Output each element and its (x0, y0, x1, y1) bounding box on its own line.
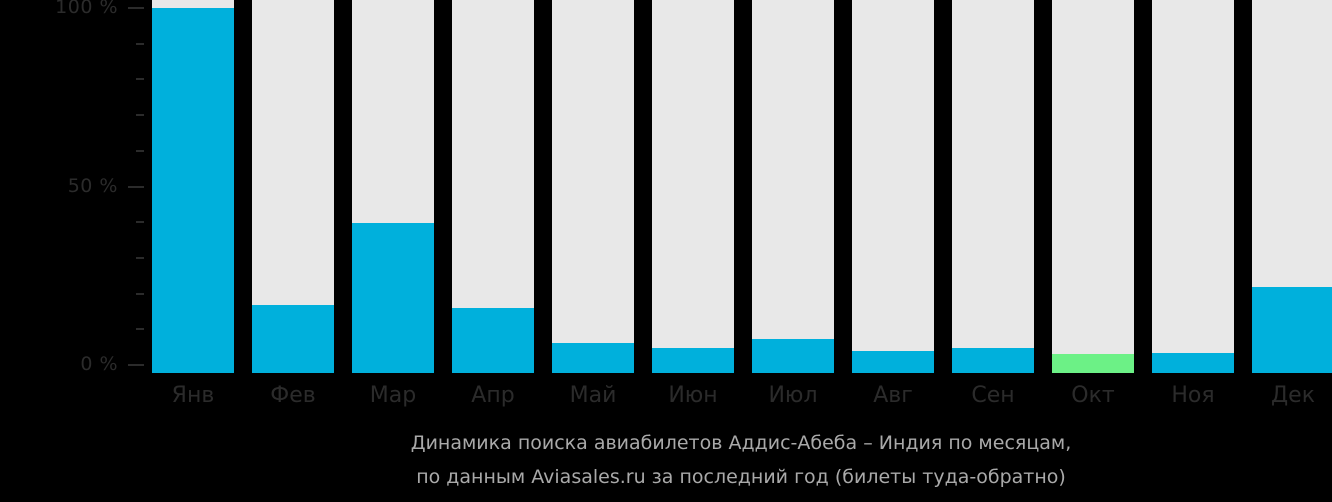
bar-track (1252, 0, 1332, 373)
x-tick-label: Июн (668, 383, 718, 408)
x-tick-label: Сен (971, 383, 1015, 408)
minor-tick (136, 292, 144, 295)
x-tick-label: Май (569, 383, 617, 408)
bar-track (152, 0, 234, 373)
bar-track (1052, 0, 1134, 373)
major-tick (128, 7, 144, 9)
x-tick-label: Янв (171, 383, 215, 408)
bar-track (552, 0, 634, 373)
bar (552, 342, 634, 373)
minor-tick (136, 328, 144, 331)
y-tick-label: 0 % (80, 353, 118, 375)
major-tick (128, 364, 144, 366)
x-tick-label: Авг (873, 383, 913, 408)
bar (252, 305, 334, 373)
minor-tick (136, 221, 144, 224)
x-tick-label: Июл (768, 383, 818, 408)
bar-track (752, 0, 834, 373)
bar (352, 222, 434, 373)
major-tick (128, 185, 144, 188)
bar-track (652, 0, 734, 373)
minor-tick (136, 256, 144, 259)
x-tick-label: Апр (471, 383, 515, 408)
bar (952, 347, 1034, 373)
bar (452, 307, 534, 373)
x-tick-label: Ноя (1171, 383, 1215, 408)
bar-track (452, 0, 534, 373)
bar-track (1152, 0, 1234, 373)
minor-tick (136, 42, 144, 45)
bar (152, 8, 234, 373)
bar-track (952, 0, 1034, 373)
bar-track (352, 0, 434, 373)
bar (652, 347, 734, 373)
y-tick-label: 100 % (55, 0, 118, 18)
bar-track (852, 0, 934, 373)
x-tick-label: Окт (1071, 383, 1115, 408)
x-tick-label: Мар (369, 383, 417, 408)
minor-tick (136, 114, 144, 117)
minor-tick (136, 149, 144, 152)
bar (1252, 287, 1332, 373)
bar (752, 338, 834, 373)
x-tick-label: Дек (1270, 383, 1315, 408)
bar (1152, 352, 1234, 373)
chart-caption-line-1: Динамика поиска авиабилетов Аддис-Абеба … (410, 432, 1072, 454)
bar-track (252, 0, 334, 373)
minor-tick (136, 78, 144, 81)
bar (852, 351, 934, 373)
x-tick-label: Фев (270, 383, 316, 408)
y-tick-label: 50 % (67, 174, 118, 197)
bar-highlight (1052, 353, 1134, 373)
chart-caption-line-2: по данным Aviasales.ru за последний год … (416, 466, 1066, 488)
